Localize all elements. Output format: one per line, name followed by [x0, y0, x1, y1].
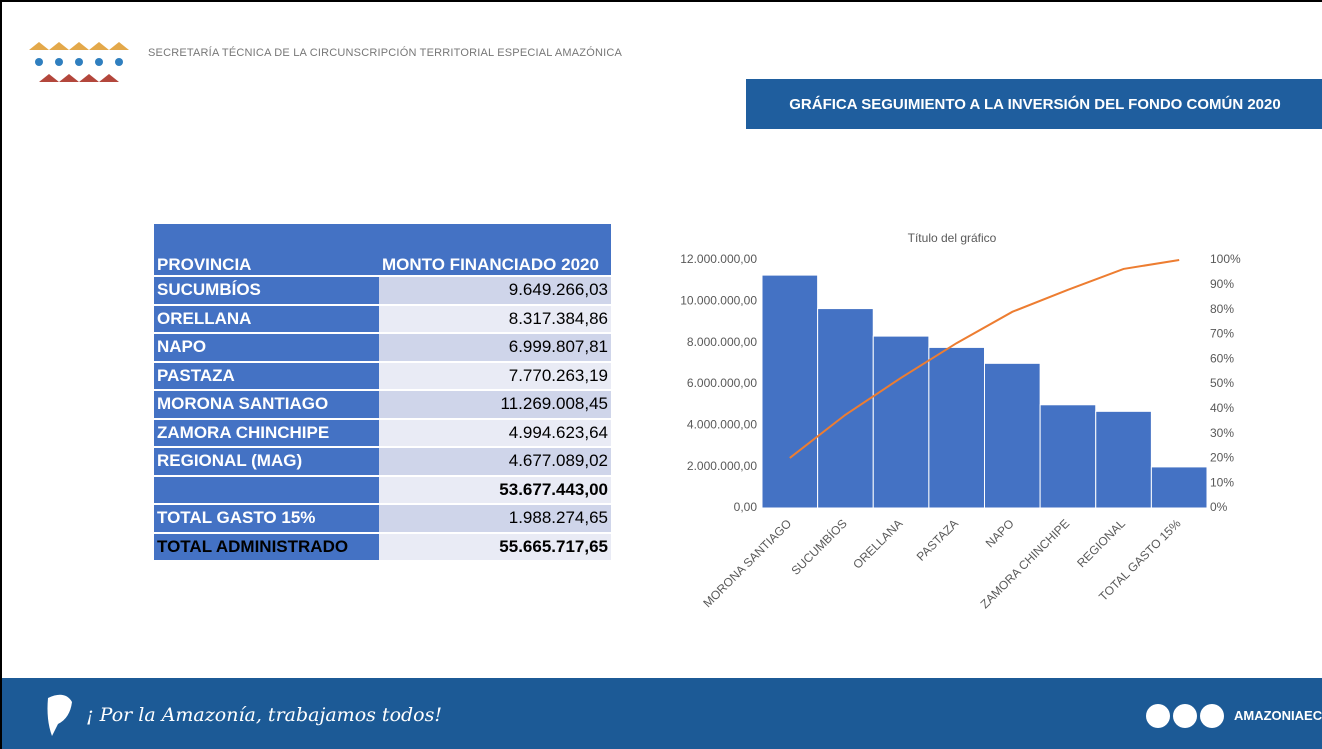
y2-tick-label: 40%	[1210, 401, 1234, 415]
y-tick-label: 6.000.000,00	[687, 376, 757, 390]
amount-cell: 11.269.008,45	[379, 390, 611, 420]
row: MORONA SANTIAGO 11.269.008,45	[154, 390, 611, 420]
bar	[1039, 404, 1097, 509]
y2-tick-label: 80%	[1210, 302, 1234, 316]
amount-cell: 8.317.384,86	[379, 304, 611, 334]
amount-cell: 53.677.443,00	[379, 475, 611, 505]
row: REGIONAL (MAG) 4.677.089,02	[154, 447, 611, 477]
slogan: ¡ Por la Amazonía, trabajamos todos!	[86, 704, 442, 726]
header-row: PROVINCIA MONTO FINANCIADO 2020	[154, 224, 611, 277]
x-tick-label: PASTAZA	[914, 516, 961, 563]
bar	[1150, 466, 1208, 509]
y2-tick-label: 70%	[1210, 327, 1234, 341]
data-table: PROVINCIA MONTO FINANCIADO 2020 SUCUMBÍOS 9…	[154, 224, 611, 562]
province-cell: PASTAZA	[154, 361, 379, 391]
bar	[1095, 410, 1152, 509]
amount-cell: 4.994.623,64	[379, 418, 611, 448]
y-tick-label: 0,00	[734, 500, 758, 514]
y2-tick-label: 50%	[1210, 376, 1234, 390]
x-tick-label: SUCUMBÍOS	[788, 516, 850, 578]
x-tick-label: NAPO	[983, 516, 1017, 550]
map-icon	[47, 694, 72, 736]
y-tick-label: 12.000.000,00	[680, 252, 757, 266]
province-cell: TOTAL ADMINISTRADO	[154, 532, 379, 562]
province-cell	[154, 475, 379, 505]
y2-tick-label: 0%	[1210, 500, 1228, 514]
bar	[761, 274, 819, 509]
y2-tick-label: 30%	[1210, 426, 1234, 440]
y2-tick-label: 60%	[1210, 351, 1234, 365]
amount-cell: 55.665.717,65	[379, 532, 611, 562]
amount-cell: 4.677.089,02	[379, 447, 611, 477]
handle: AMAZONIAEC	[1234, 708, 1322, 723]
y2-tick-label: 20%	[1210, 451, 1234, 465]
province-cell: MORONA SANTIAGO	[154, 390, 379, 420]
y2-tick-label: 100%	[1210, 252, 1241, 266]
province-cell: SUCUMBÍOS	[154, 276, 379, 306]
province-cell: NAPO	[154, 333, 379, 363]
province-cell: TOTAL GASTO 15%	[154, 504, 379, 534]
y2-tick-label: 10%	[1210, 475, 1234, 489]
x-tick-label: REGIONAL	[1074, 516, 1128, 570]
y-tick-label: 2.000.000,00	[687, 459, 757, 473]
row: 53.677.443,00	[154, 475, 611, 505]
amount-cell: 9.649.266,03	[379, 276, 611, 306]
province-cell: ORELLANA	[154, 304, 379, 334]
bar	[928, 346, 985, 509]
row: TOTAL GASTO 15% 1.988.274,65	[154, 504, 611, 534]
row: NAPO 6.999.807,81	[154, 333, 611, 363]
social-icons	[1146, 704, 1224, 728]
bar	[872, 335, 930, 509]
logo	[29, 42, 129, 82]
y2-tick-label: 90%	[1210, 277, 1234, 291]
organization: SECRETARÍA TÉCNICA DE LA CIRCUNSCRIPCIÓN…	[148, 47, 623, 59]
x-tick-label: ORELLANA	[850, 516, 905, 571]
row: PASTAZA 7.770.263,19	[154, 361, 611, 391]
header-cell: MONTO FINANCIADO 2020	[379, 224, 611, 277]
province-cell: REGIONAL (MAG)	[154, 447, 379, 477]
row: TOTAL ADMINISTRADO 55.665.717,65	[154, 532, 611, 562]
slide-title: GRÁFICA SEGUIMIENTO A LA INVERSIÓN DEL F…	[746, 79, 1322, 129]
amount-cell: 6.999.807,81	[379, 333, 611, 363]
row: ZAMORA CHINCHIPE 4.994.623,64	[154, 418, 611, 448]
province-cell: ZAMORA CHINCHIPE	[154, 418, 379, 448]
pareto-line	[789, 259, 1180, 459]
row: SUCUMBÍOS 9.649.266,03	[154, 276, 611, 306]
y-tick-label: 8.000.000,00	[687, 335, 757, 349]
footer: ¡ Por la Amazonía, trabajamos todos! AMA…	[2, 678, 1322, 749]
amount-cell: 7.770.263,19	[379, 361, 611, 391]
chart-title: Título del gráfico	[908, 231, 997, 245]
y-tick-label: 4.000.000,00	[687, 418, 757, 432]
amount-cell: 1.988.274,65	[379, 504, 611, 534]
bar	[984, 362, 1041, 509]
x-tick-label: MORONA SANTIAGO	[700, 516, 794, 610]
row: ORELLANA 8.317.384,86	[154, 304, 611, 334]
chart: Título del gráfico 0,00 2.000.000,00 4.000…	[680, 231, 1241, 611]
bar	[817, 308, 874, 509]
y-tick-label: 10.000.000,00	[680, 294, 757, 308]
header-cell: PROVINCIA	[154, 224, 379, 277]
